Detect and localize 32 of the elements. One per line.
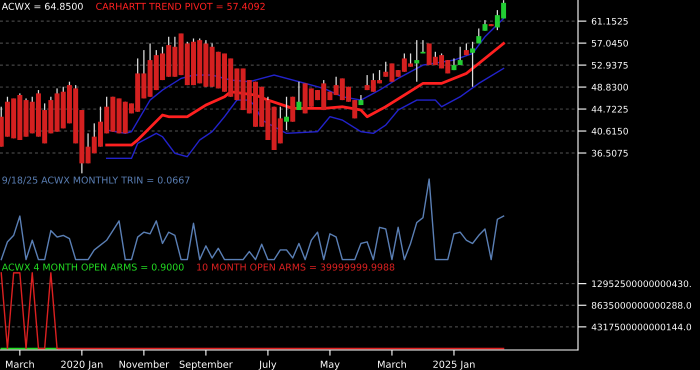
text: 9/18/25 ACWX MONTHLY TRIN = 0.0667: [2, 176, 190, 184]
y-tick-label: 48.8300: [592, 84, 628, 91]
chart-title: ACWX = 64.8500: [2, 2, 83, 10]
candlestick: [284, 96, 289, 131]
x-tick-label: March: [6, 360, 34, 368]
x-tick-label: November: [120, 360, 170, 368]
candlestick: [458, 46, 463, 66]
candlestick: [296, 81, 302, 111]
y-tick-label: 4317500000000144.0: [592, 324, 692, 330]
y-tick-label: 44.7225: [592, 106, 628, 113]
y-tick-label: 8635000000000288.0: [592, 302, 692, 309]
candlestick: [414, 40, 420, 82]
text: ACWX 4 MONTH OPEN ARMS = 0.9000: [2, 263, 184, 271]
y-tick-label: 40.6150: [592, 128, 628, 135]
y-tick-label: 61.1525: [592, 18, 628, 25]
candlestick: [482, 19, 488, 32]
y-tick-label: 36.5075: [592, 150, 628, 157]
x-tick-label: 2020 Jan: [61, 360, 102, 370]
candlestick: [470, 41, 476, 88]
x-tick-label: July: [258, 360, 276, 370]
x-tick-label: March: [378, 360, 406, 368]
x-tick-label: May: [320, 360, 340, 370]
text: 10 MONTH OPEN ARMS = 39999999.9988: [197, 263, 394, 271]
x-tick-label: 2025 Jan: [433, 360, 475, 370]
y-tick-label: 52.9375: [592, 62, 628, 69]
candlestick: [476, 28, 482, 44]
x-tick-label: September: [180, 360, 233, 370]
y-tick-label: 57.0450: [592, 40, 628, 47]
line-series: [106, 68, 504, 160]
text: CARHARTT TREND PIVOT = 57.4092: [96, 2, 265, 10]
candlestick: [420, 40, 426, 54]
y-tick-label: 12952500000000430.: [592, 280, 691, 288]
